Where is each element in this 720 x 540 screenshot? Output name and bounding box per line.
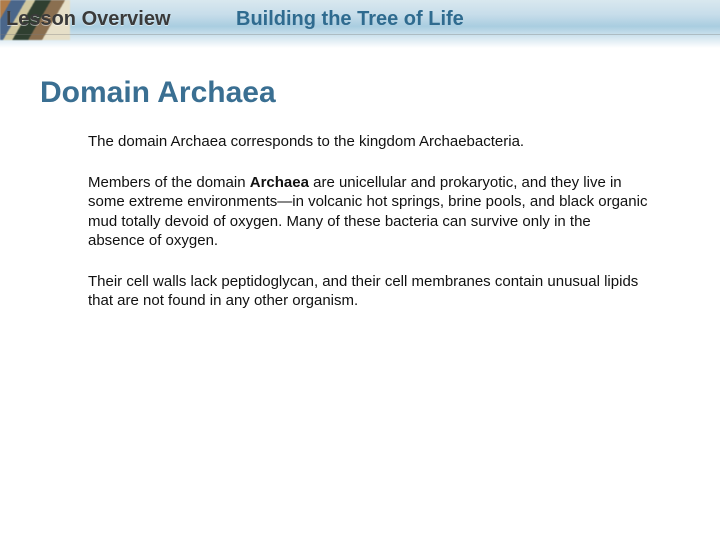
slide-content: Domain Archaea The domain Archaea corres… (0, 48, 720, 310)
paragraph-1: The domain Archaea corresponds to the ki… (88, 132, 648, 151)
p2-pre: Members of the domain (88, 174, 250, 191)
section-title: Domain Archaea (40, 76, 680, 110)
slide-header: Lesson Overview Building the Tree of Lif… (0, 0, 720, 48)
lesson-overview-label: Lesson Overview (6, 8, 171, 31)
chapter-title: Building the Tree of Life (236, 8, 464, 31)
paragraph-2: Members of the domain Archaea are unicel… (88, 173, 648, 250)
paragraph-3: Their cell walls lack peptidoglycan, and… (88, 272, 648, 310)
p2-bold: Archaea (250, 174, 309, 191)
header-underline (0, 34, 720, 35)
